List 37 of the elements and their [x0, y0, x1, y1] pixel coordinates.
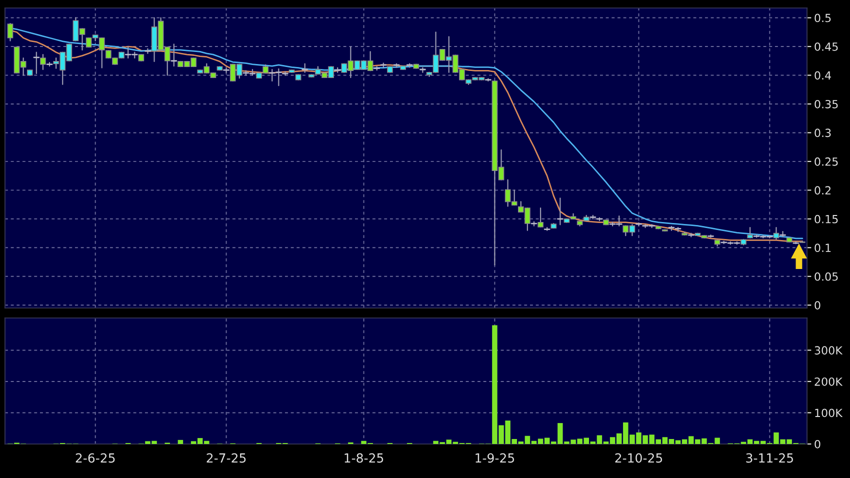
- candlestick: [747, 226, 753, 238]
- y-tick-label: 300K: [814, 346, 843, 355]
- candlestick: [302, 63, 308, 73]
- candlestick: [420, 67, 426, 73]
- y-tick-label: 0.2: [814, 186, 830, 195]
- candlestick: [33, 52, 40, 74]
- candlestick: [144, 48, 151, 54]
- candlestick: [223, 68, 230, 73]
- x-tick-label: 2-10-25: [615, 453, 662, 463]
- candlestick: [7, 22, 14, 42]
- candlestick: [282, 71, 288, 76]
- y-tick-label: 0.1: [814, 244, 831, 252]
- candlestick: [557, 198, 564, 226]
- y-tick-label: 0.35: [814, 100, 838, 108]
- y-tick-label: 0: [814, 301, 820, 310]
- y-tick-label: 0: [814, 440, 820, 448]
- candlestick: [773, 226, 780, 240]
- y-tick-label: 0.4: [814, 71, 831, 80]
- x-tick-label: 2-6-25: [76, 453, 115, 463]
- candlestick: [780, 231, 786, 238]
- candlestick: [170, 44, 178, 67]
- y-tick-label: 100K: [815, 408, 843, 418]
- y-tick-label: 0.45: [814, 42, 838, 51]
- candlestick: [40, 54, 46, 70]
- x-tick-label: 3-11-25: [746, 453, 793, 463]
- y-tick-label: 0.25: [814, 157, 838, 166]
- y-tick-label: 0.15: [814, 214, 838, 224]
- candlestick: [538, 207, 544, 228]
- x-tick-label: 1-8-25: [344, 453, 384, 463]
- y-tick-label: 0.5: [814, 14, 831, 22]
- y-tick-label: 0.05: [814, 272, 838, 281]
- x-tick-label: 1-9-25: [476, 453, 514, 463]
- bar: [178, 440, 184, 444]
- y-tick-label: 200K: [814, 377, 843, 386]
- y-tick-label: 0.3: [814, 128, 831, 138]
- x-tick-label: 2-7-25: [206, 453, 246, 463]
- candlestick: [636, 222, 642, 226]
